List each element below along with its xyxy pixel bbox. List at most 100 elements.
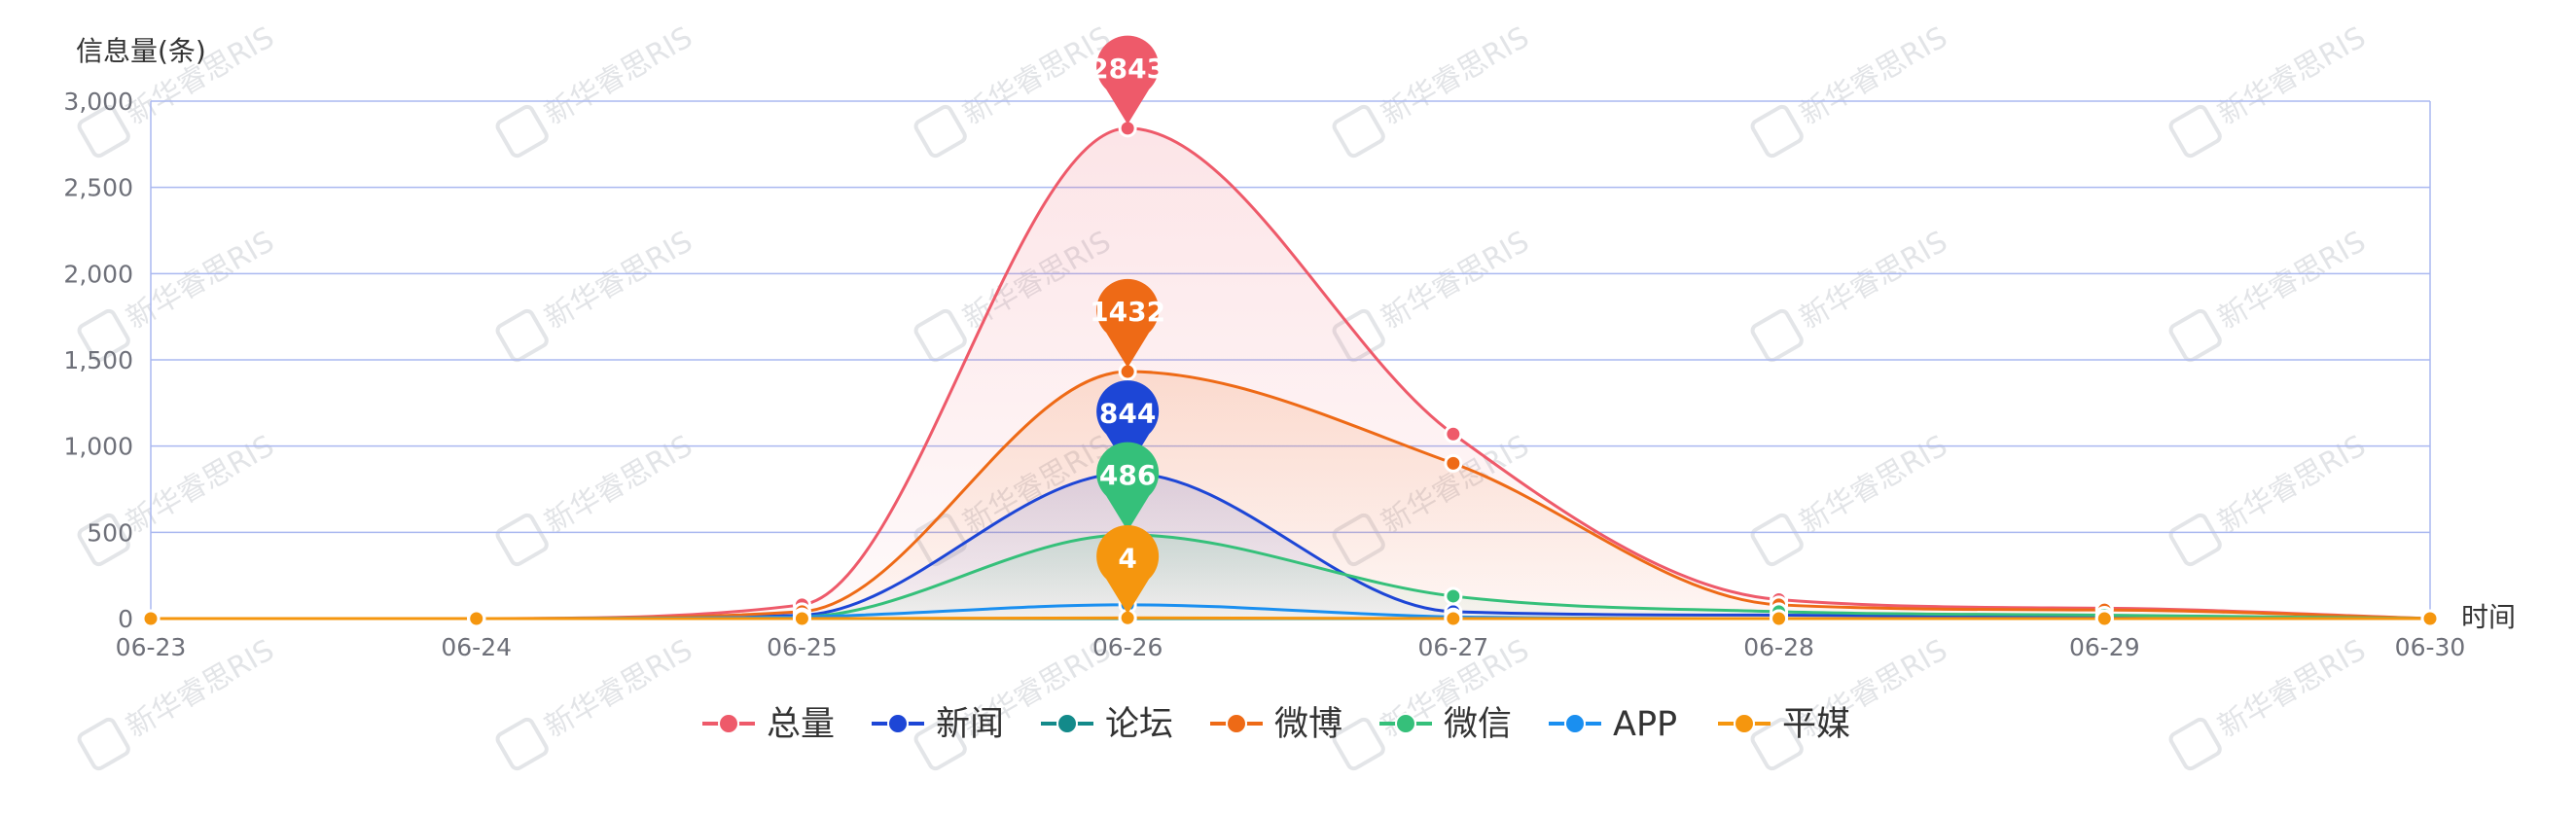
x-axis: 06-23 06-24 06-25 06-26 06-27 06-28 06-29 06-30 [116,618,2466,661]
legend-item-0[interactable]: 总量 [702,705,835,744]
legend-dot-icon [1226,713,1247,734]
pin-shape [1096,278,1160,369]
y-tick-label: 3,000 [63,88,133,116]
watermark-text: 新华睿思RIS [2212,20,2372,132]
watermark: 新华睿思RIS [495,633,698,771]
watermark-logo-icon [2168,717,2222,771]
max-pin-6[interactable]: 4 [1096,525,1160,615]
y-axis: 0 500 1,000 1,500 2,000 2,500 3,000 [63,88,133,633]
y-tick-label: 500 [87,518,133,547]
data-point[interactable] [1444,609,1463,628]
pin-shape [1096,525,1160,615]
data-point[interactable] [1770,609,1789,628]
watermark: 新华睿思RIS [1750,20,1953,159]
legend-item-6[interactable]: 平媒 [1718,705,1850,744]
legend-label: 平媒 [1782,705,1850,744]
legend-dot-icon [718,713,739,734]
x-tick-label: 06-30 [2395,633,2466,661]
x-tick-label: 06-23 [116,633,187,661]
watermark-text: 新华睿思RIS [2212,633,2372,745]
pin-label: 2843 [1090,53,1165,85]
y-axis-title: 信息量(条) [76,35,206,67]
x-tick-label: 06-25 [767,633,838,661]
legend-label: 论坛 [1105,705,1173,744]
legend-label: APP [1613,705,1677,744]
watermark-logo-icon [77,104,130,159]
legend-item-5[interactable]: APP [1549,705,1677,744]
legend-item-2[interactable]: 论坛 [1041,705,1173,744]
pin-shape [1096,35,1160,124]
watermark: 新华睿思RIS [2168,633,2372,771]
x-tick-label: 06-28 [1743,633,1814,661]
data-point[interactable] [1444,424,1463,443]
series-area-4 [151,534,2430,619]
watermark: 新华睿思RIS [495,429,698,567]
series-area-3 [151,372,2430,619]
watermark-logo-icon [1750,308,1804,363]
legend[interactable]: 总量 新闻 论坛 微博 微信 APP 平媒 [702,705,1850,744]
watermark-logo-icon [1750,513,1804,567]
watermark-logo-icon [2168,104,2222,159]
watermark-text: 新华睿思RIS [539,633,698,745]
legend-dot-icon [1395,713,1416,734]
data-point[interactable] [467,609,486,628]
series-lines [151,126,2431,621]
legend-label: 微博 [1274,705,1342,744]
data-point[interactable] [792,609,811,628]
watermark: 新华睿思RIS [1750,429,1953,567]
watermark-logo-icon [2168,308,2222,363]
watermark-logo-icon [495,717,549,771]
legend-dot-icon [1734,713,1755,734]
series-areas [151,127,2430,619]
x-tick-label: 06-26 [1092,633,1163,661]
legend-item-3[interactable]: 微博 [1210,705,1342,744]
pin-label: 1432 [1090,296,1165,328]
max-pin-0[interactable]: 2843 [1090,35,1165,124]
series-line-6 [151,616,2430,621]
max-pin-1[interactable]: 844 [1096,380,1160,470]
data-point[interactable] [141,609,161,628]
x-tick-label: 06-24 [441,633,512,661]
pin-label: 4 [1118,542,1136,574]
max-pin-4[interactable]: 486 [1096,442,1160,531]
watermark-text: 新华睿思RIS [1794,225,1953,337]
watermark-text: 新华睿思RIS [539,20,698,132]
watermark: 新华睿思RIS [1750,225,1953,363]
max-pin-3[interactable]: 1432 [1090,278,1165,369]
legend-item-1[interactable]: 新闻 [872,705,1004,744]
legend-dot-icon [1564,713,1586,734]
y-tick-label: 1,000 [63,433,133,461]
legend-dot-icon [1056,713,1078,734]
legend-item-4[interactable]: 微信 [1379,705,1512,744]
watermark: 新华睿思RIS [77,225,280,363]
legend-dot-icon [887,713,909,734]
watermark-logo-icon [77,308,130,363]
watermark: 新华睿思RIS [2168,20,2372,159]
data-point[interactable] [2420,609,2440,628]
watermark-text: 新华睿思RIS [121,225,280,337]
pin-shape [1096,442,1160,531]
pin-shape [1096,380,1160,470]
watermark: 新华睿思RIS [2168,429,2372,567]
watermark-logo-icon [495,308,549,363]
pin-label: 486 [1099,459,1156,491]
watermark-logo-icon [913,717,967,771]
watermark-logo-icon [495,513,549,567]
watermark-text: 新华睿思RIS [1376,20,1535,132]
watermark: 新华睿思RIS [495,225,698,363]
x-tick-label: 06-29 [2069,633,2140,661]
data-point[interactable] [1444,453,1463,473]
y-tick-label: 2,000 [63,260,133,288]
x-axis-title: 时间 [2461,601,2516,633]
watermark: 新华睿思RIS [1332,20,1535,159]
watermark-text: 新华睿思RIS [1376,225,1535,337]
watermark-logo-icon [1750,104,1804,159]
y-tick-label: 0 [118,605,133,633]
data-point[interactable] [1444,586,1463,606]
legend-label: 新闻 [936,705,1004,744]
watermark: 新华睿思RIS [495,20,698,159]
data-point[interactable] [2094,609,2114,628]
watermark: 新华睿思RIS [913,633,1117,771]
legend-label: 微信 [1444,705,1512,744]
watermark-logo-icon [1332,717,1385,771]
